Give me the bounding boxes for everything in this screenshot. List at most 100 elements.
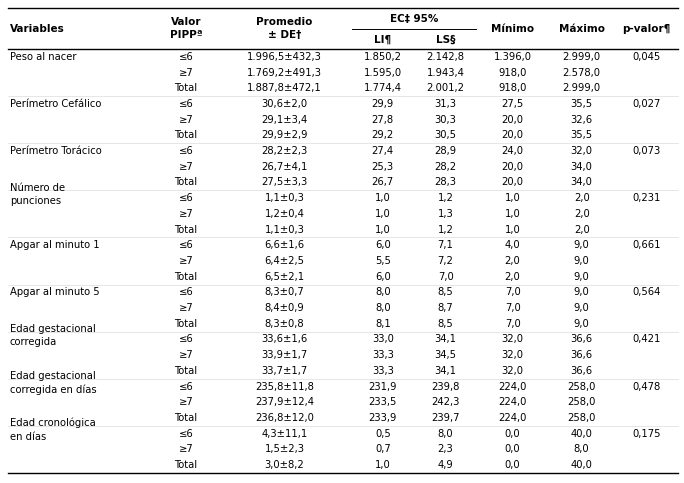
Text: 1,2: 1,2 xyxy=(438,193,453,203)
Text: 0,045: 0,045 xyxy=(633,52,661,62)
Text: ≥7: ≥7 xyxy=(179,256,194,266)
Text: 8,7: 8,7 xyxy=(438,303,453,313)
Text: 231,9: 231,9 xyxy=(369,382,397,392)
Text: ≥7: ≥7 xyxy=(179,162,194,172)
Text: 6,6±1,6: 6,6±1,6 xyxy=(264,240,304,250)
Text: 1,0: 1,0 xyxy=(375,209,391,219)
Text: 2,0: 2,0 xyxy=(505,256,521,266)
Text: 7,0: 7,0 xyxy=(505,319,521,329)
Text: 33,9±1,7: 33,9±1,7 xyxy=(261,350,308,360)
Text: 1,1±0,3: 1,1±0,3 xyxy=(265,225,304,235)
Text: 239,8: 239,8 xyxy=(432,382,460,392)
Text: 224,0: 224,0 xyxy=(499,397,527,407)
Text: 33,7±1,7: 33,7±1,7 xyxy=(261,366,308,376)
Text: ≤6: ≤6 xyxy=(179,334,194,344)
Text: 8,3±0,8: 8,3±0,8 xyxy=(265,319,304,329)
Text: 258,0: 258,0 xyxy=(568,382,596,392)
Text: 34,5: 34,5 xyxy=(434,350,457,360)
Text: Total: Total xyxy=(174,271,198,282)
Text: LI¶: LI¶ xyxy=(374,35,391,45)
Text: 33,6±1,6: 33,6±1,6 xyxy=(261,334,308,344)
Text: 36,6: 36,6 xyxy=(570,366,593,376)
Text: 236,8±12,0: 236,8±12,0 xyxy=(255,413,314,423)
Text: 0,478: 0,478 xyxy=(633,382,661,392)
Text: 6,0: 6,0 xyxy=(375,240,391,250)
Text: Número de
punciones: Número de punciones xyxy=(10,183,65,206)
Text: 2,0: 2,0 xyxy=(505,271,521,282)
Text: 40,0: 40,0 xyxy=(570,428,592,439)
Text: Total: Total xyxy=(174,177,198,187)
Text: 2,0: 2,0 xyxy=(574,209,590,219)
Text: 35,5: 35,5 xyxy=(570,99,593,109)
Text: 2.578,0: 2.578,0 xyxy=(563,68,601,78)
Text: 4,3±11,1: 4,3±11,1 xyxy=(261,428,308,439)
Text: 27,5±3,3: 27,5±3,3 xyxy=(261,177,308,187)
Text: 34,0: 34,0 xyxy=(570,162,592,172)
Text: 2,3: 2,3 xyxy=(438,444,453,455)
Text: 1.595,0: 1.595,0 xyxy=(364,68,402,78)
Text: 0,5: 0,5 xyxy=(375,428,391,439)
Text: 258,0: 258,0 xyxy=(568,413,596,423)
Text: 29,2: 29,2 xyxy=(371,130,394,141)
Text: 233,5: 233,5 xyxy=(369,397,397,407)
Text: 6,0: 6,0 xyxy=(375,271,391,282)
Text: ≤6: ≤6 xyxy=(179,193,194,203)
Text: 34,0: 34,0 xyxy=(570,177,592,187)
Text: ≤6: ≤6 xyxy=(179,146,194,156)
Text: 3,0±8,2: 3,0±8,2 xyxy=(265,460,304,470)
Text: 2,0: 2,0 xyxy=(574,225,590,235)
Text: 33,0: 33,0 xyxy=(372,334,394,344)
Text: ≥7: ≥7 xyxy=(179,209,194,219)
Text: 9,0: 9,0 xyxy=(574,240,590,250)
Text: 1,0: 1,0 xyxy=(505,225,521,235)
Text: Total: Total xyxy=(174,225,198,235)
Text: 2.999,0: 2.999,0 xyxy=(563,83,601,93)
Text: 237,9±12,4: 237,9±12,4 xyxy=(255,397,314,407)
Text: ≥7: ≥7 xyxy=(179,397,194,407)
Text: ≤6: ≤6 xyxy=(179,99,194,109)
Text: 24,0: 24,0 xyxy=(501,146,523,156)
Text: 0,0: 0,0 xyxy=(505,428,521,439)
Text: 32,0: 32,0 xyxy=(501,350,523,360)
Text: 31,3: 31,3 xyxy=(434,99,457,109)
Text: 224,0: 224,0 xyxy=(499,382,527,392)
Text: 1.769,2±491,3: 1.769,2±491,3 xyxy=(247,68,322,78)
Text: 20,0: 20,0 xyxy=(501,162,523,172)
Text: ≤6: ≤6 xyxy=(179,287,194,298)
Text: 1,3: 1,3 xyxy=(438,209,453,219)
Text: ≥7: ≥7 xyxy=(179,350,194,360)
Text: 0,421: 0,421 xyxy=(633,334,661,344)
Text: 36,6: 36,6 xyxy=(570,350,593,360)
Text: Perímetro Torácico: Perímetro Torácico xyxy=(10,146,102,156)
Text: 9,0: 9,0 xyxy=(574,319,590,329)
Text: Promedio
± DE†: Promedio ± DE† xyxy=(256,17,313,40)
Text: 5,5: 5,5 xyxy=(375,256,391,266)
Text: 25,3: 25,3 xyxy=(371,162,394,172)
Text: 34,1: 34,1 xyxy=(434,334,457,344)
Text: 32,0: 32,0 xyxy=(501,334,523,344)
Text: 1,2: 1,2 xyxy=(438,225,453,235)
Text: 6,4±2,5: 6,4±2,5 xyxy=(265,256,304,266)
Text: 28,2: 28,2 xyxy=(434,162,457,172)
Text: 27,5: 27,5 xyxy=(501,99,524,109)
Text: 20,0: 20,0 xyxy=(501,130,523,141)
Text: 32,6: 32,6 xyxy=(570,114,593,125)
Text: 0,564: 0,564 xyxy=(633,287,661,298)
Text: Total: Total xyxy=(174,319,198,329)
Text: 0,7: 0,7 xyxy=(375,444,391,455)
Text: ≥7: ≥7 xyxy=(179,303,194,313)
Text: Valor
PIPPª: Valor PIPPª xyxy=(170,17,202,40)
Text: 8,5: 8,5 xyxy=(438,287,453,298)
Text: 30,3: 30,3 xyxy=(434,114,456,125)
Text: 1.396,0: 1.396,0 xyxy=(494,52,531,62)
Text: 1,0: 1,0 xyxy=(375,225,391,235)
Text: EC‡ 95%: EC‡ 95% xyxy=(390,14,438,24)
Text: 33,3: 33,3 xyxy=(372,350,394,360)
Text: Total: Total xyxy=(174,130,198,141)
Text: 233,9: 233,9 xyxy=(369,413,397,423)
Text: Total: Total xyxy=(174,83,198,93)
Text: 9,0: 9,0 xyxy=(574,303,590,313)
Text: ≥7: ≥7 xyxy=(179,444,194,455)
Text: 7,0: 7,0 xyxy=(505,303,521,313)
Text: 918,0: 918,0 xyxy=(499,83,527,93)
